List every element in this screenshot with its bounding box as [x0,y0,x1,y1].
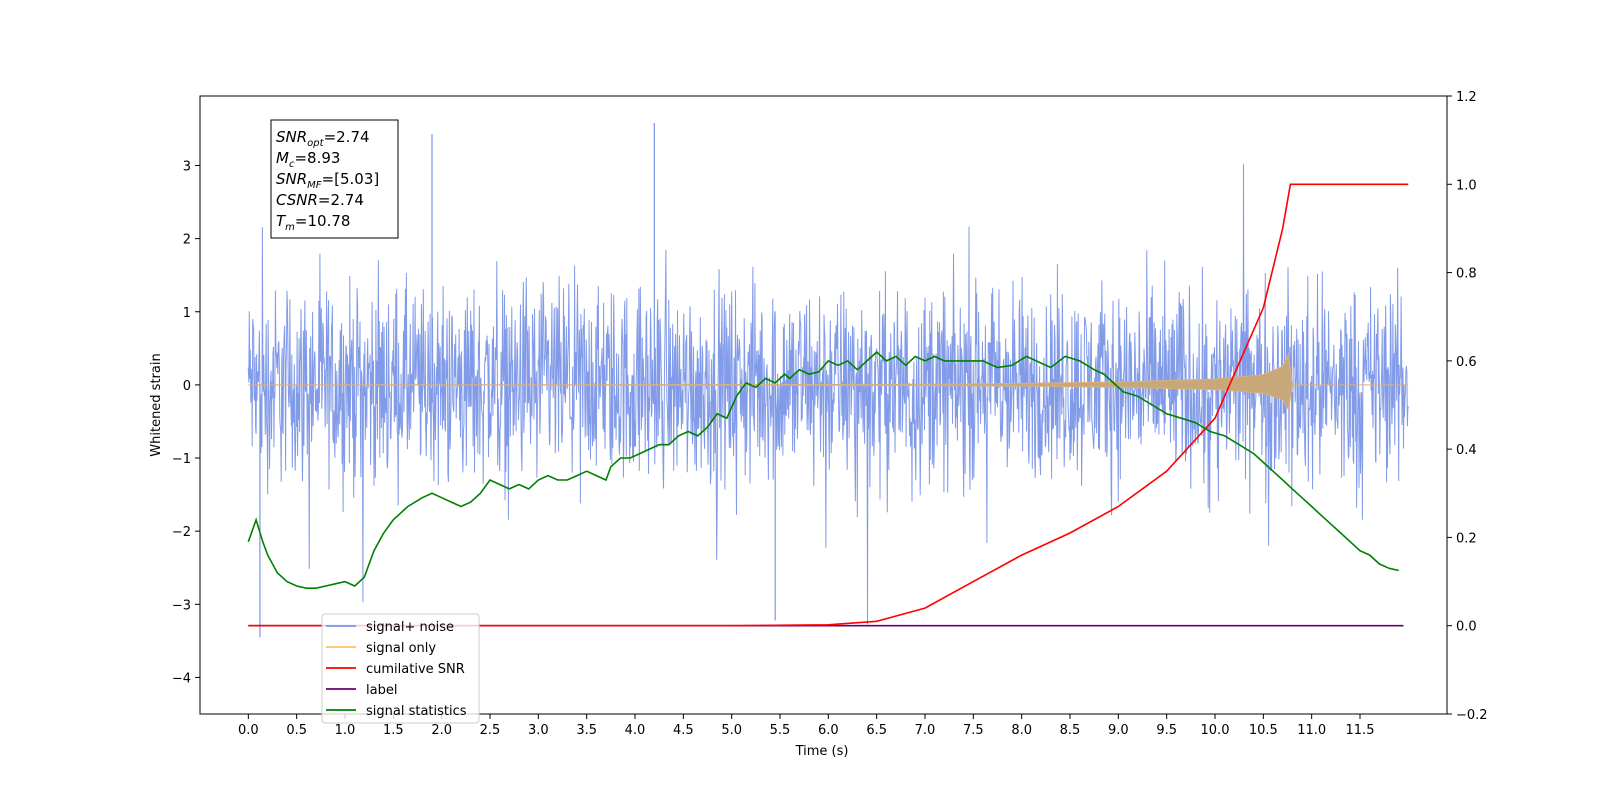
right-y-axis-ticks: 1.2 1.0 0.8 0.6 0.4 0.2 0.0 −0.2 [1447,90,1488,723]
x-tick-label: 6.0 [818,723,839,738]
y-tick-label: −2 [172,525,191,540]
y2-tick-label: 0.2 [1456,531,1477,546]
x-tick-label: 11.0 [1297,723,1326,738]
x-tick-label: 1.0 [335,723,356,738]
series-signal-noise-line [247,164,1409,625]
y-tick-label: 0 [183,379,191,394]
y2-tick-label: 0.4 [1456,443,1477,458]
y-tick-label: 3 [183,159,191,174]
legend-frame [321,613,480,724]
stats-box-frame [270,119,399,239]
x-tick-label: 4.5 [673,723,694,738]
stats-box-line: Tm=10.78 [276,212,350,233]
x-tick-label: 6.5 [866,723,887,738]
x-tick-label: 8.0 [1011,723,1032,738]
y2-tick-label: 0.6 [1456,355,1477,370]
y2-tick-label: 0.0 [1456,620,1477,635]
y2-tick-label: 1.0 [1456,178,1477,193]
y-tick-label: 2 [183,233,191,248]
y-tick-label: 1 [183,306,191,321]
stats-box-line: CSNR=2.74 [276,191,364,209]
y-axis-ticks: 3 2 1 0 −1 −2 −3 −4 [172,159,200,686]
x-tick-label: 8.5 [1060,723,1081,738]
legend-label: signal statistics [366,704,467,719]
axes-frame [199,95,1448,715]
x-tick-label: 7.5 [963,723,984,738]
legend-label: signal+ noise [366,620,454,635]
x-tick-label: 3.0 [528,723,549,738]
y2-tick-label: 1.2 [1456,90,1477,105]
x-axis-ticks: 0.0 0.5 1.0 1.5 2.0 2.5 3.0 3.5 4.0 4.5 5.0 5.5 6.0 6… [238,714,1374,738]
y-axis-label: Whitened strain [149,353,164,456]
legend: signal+ noise signal only cumilative SNR la… [321,613,480,724]
stats-box-line: SNRopt=2.74 [276,128,370,149]
y-tick-label: −3 [172,598,191,613]
x-axis-label: Time (s) [795,744,849,759]
x-tick-label: 5.5 [770,723,791,738]
x-tick-label: 2.0 [431,723,452,738]
series-signal-only-area [248,352,1409,411]
x-tick-label: 5.0 [721,723,742,738]
x-tick-label: 4.0 [625,723,646,738]
y2-tick-label: 0.8 [1456,267,1477,282]
legend-label: label [366,683,397,698]
series-cumulative-snr-line [248,183,1409,627]
x-tick-label: 7.0 [915,723,936,738]
x-tick-label: 10.5 [1249,723,1278,738]
x-tick-label: 2.5 [480,723,501,738]
x-tick-label: 0.0 [238,723,259,738]
x-tick-label: 3.5 [576,723,597,738]
y-tick-label: −1 [172,452,191,467]
x-tick-label: 1.5 [383,723,404,738]
y2-tick-label: −0.2 [1456,708,1488,723]
legend-label: signal only [366,641,436,656]
x-tick-label: 9.0 [1108,723,1129,738]
y-tick-label: −4 [172,671,191,686]
stats-box-line: Mc=8.93 [276,149,340,170]
x-tick-label: 0.5 [286,723,307,738]
series-signal-statistics-line [247,350,1399,590]
legend-label: cumilative SNR [366,662,465,677]
x-tick-label: 10.0 [1201,723,1230,738]
x-tick-label: 11.5 [1346,723,1375,738]
stats-box-line: SNRMF=[5.03] [276,170,379,191]
plot-area [247,123,1409,638]
x-tick-label: 9.5 [1156,723,1177,738]
